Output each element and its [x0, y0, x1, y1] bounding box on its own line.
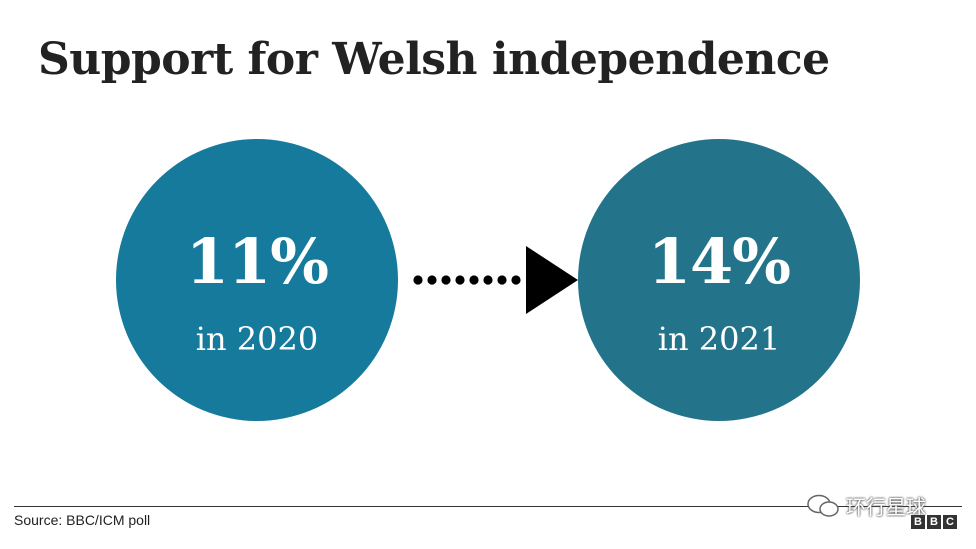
bbc-logo: B B C — [911, 515, 957, 529]
year-label-2020: in 2020 — [195, 320, 319, 358]
dotted-arrow-connector — [413, 246, 578, 314]
circle-2020: 11% in 2020 — [116, 139, 398, 421]
dotted-line — [413, 275, 521, 285]
value-label-2020: 11% — [185, 225, 329, 298]
bbc-logo-letter: B — [927, 515, 941, 529]
year-label-2021: in 2021 — [657, 320, 781, 358]
chart-title: Support for Welsh independence — [38, 34, 830, 85]
value-label-2021: 14% — [647, 225, 791, 298]
arrowhead-icon — [526, 246, 578, 314]
bbc-logo-letter: C — [943, 515, 957, 529]
source-note: Source: BBC/ICM poll — [14, 512, 151, 528]
watermark: 环行星球 — [806, 491, 926, 520]
chat-bubbles-icon — [807, 494, 839, 517]
bbc-logo-letter: B — [911, 515, 925, 529]
footer-divider — [14, 506, 962, 507]
circle-2021: 14% in 2021 — [578, 139, 860, 421]
